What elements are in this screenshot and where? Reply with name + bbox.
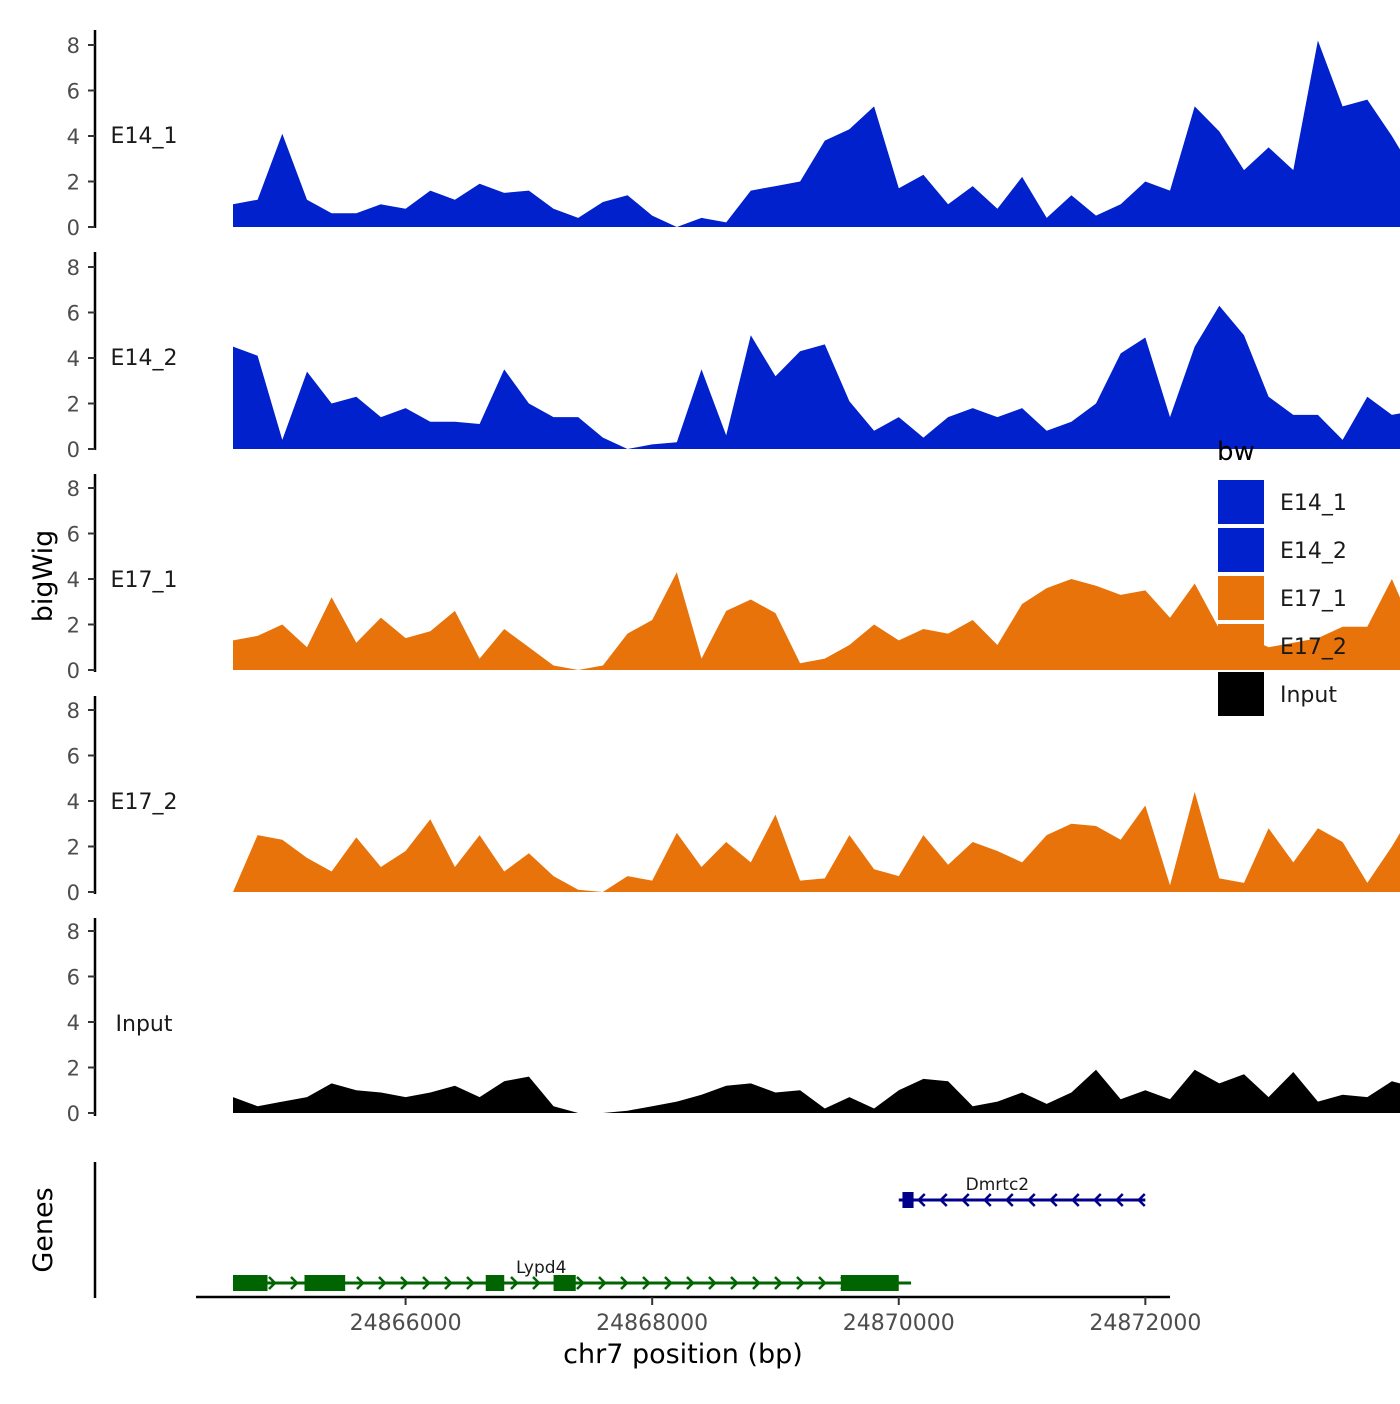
strand-arrow-icon [1026, 1193, 1036, 1207]
strand-arrow-icon [598, 1276, 607, 1290]
area-E17_1 [233, 572, 1400, 670]
legend-swatch-E14_1 [1218, 480, 1264, 524]
strand-arrow-icon [466, 1276, 475, 1290]
y-tick-label: 6 [67, 745, 80, 769]
y-tick-label: 8 [67, 256, 80, 280]
strand-arrow-icon [620, 1276, 629, 1290]
panel-label-E14_2: E14_2 [111, 346, 178, 371]
y-tick-label: 4 [67, 568, 80, 592]
panel-label-E17_2: E17_2 [111, 790, 178, 815]
strand-arrow-icon [444, 1276, 453, 1290]
strand-arrow-icon [422, 1276, 431, 1290]
x-tick-label: 24872000 [1089, 1311, 1201, 1336]
y-tick-label: 8 [67, 34, 80, 58]
strand-arrow-icon [686, 1276, 695, 1290]
gene-label-Lypd4: Lypd4 [516, 1258, 566, 1278]
y-tick-label: 6 [67, 80, 80, 104]
y-tick-label: 0 [67, 881, 80, 905]
x-tick-label: 24866000 [350, 1311, 462, 1336]
strand-arrow-icon [268, 1276, 277, 1290]
y-tick-label: 8 [67, 699, 80, 723]
area-Input [233, 1069, 1400, 1113]
legend-swatch-Input [1218, 672, 1264, 716]
y-tick-label: 0 [67, 1102, 80, 1126]
strand-arrow-icon [796, 1276, 805, 1290]
area-E14_1 [233, 40, 1400, 227]
y-tick-label: 0 [67, 438, 80, 462]
legend-label-Input: Input [1280, 683, 1337, 708]
strand-arrow-icon [1136, 1193, 1146, 1207]
legend-label-E14_2: E14_2 [1280, 539, 1347, 564]
exon-Lypd4 [840, 1275, 899, 1291]
strand-arrow-icon [400, 1276, 409, 1290]
strand-arrow-icon [730, 1276, 739, 1290]
strand-arrow-icon [960, 1193, 970, 1207]
y-tick-label: 2 [67, 393, 80, 417]
legend-label-E17_2: E17_2 [1280, 635, 1347, 660]
y-tick-label: 6 [67, 523, 80, 547]
strand-arrow-icon [818, 1276, 827, 1290]
panel-label-Input: Input [116, 1012, 173, 1037]
y-tick-label: 2 [67, 1057, 80, 1081]
strand-arrow-icon [708, 1276, 717, 1290]
gene-label-Dmrtc2: Dmrtc2 [966, 1175, 1029, 1195]
y-axis-title: bigWig [28, 530, 59, 623]
legend-title: bw [1217, 437, 1255, 467]
area-E17_2 [233, 791, 1400, 892]
panel-label-E14_1: E14_1 [111, 124, 178, 149]
strand-arrow-icon [1092, 1193, 1102, 1207]
legend-swatch-E17_1 [1218, 576, 1264, 620]
legend-swatch-E14_2 [1218, 528, 1264, 572]
strand-arrow-icon [356, 1276, 365, 1290]
strand-arrow-icon [752, 1276, 761, 1290]
strand-arrow-icon [774, 1276, 783, 1290]
area-E14_2 [233, 305, 1400, 449]
y-tick-label: 4 [67, 347, 80, 371]
exon-Lypd4 [232, 1275, 268, 1291]
x-tick-label: 24868000 [596, 1311, 708, 1336]
exon-Lypd4 [553, 1275, 576, 1291]
y-tick-label: 4 [67, 125, 80, 149]
y-tick-label: 2 [67, 171, 80, 195]
strand-arrow-icon [378, 1276, 387, 1290]
y-tick-label: 2 [67, 836, 80, 860]
strand-arrow-icon [982, 1193, 992, 1207]
y-tick-label: 6 [67, 966, 80, 990]
legend-label-E14_1: E14_1 [1280, 491, 1347, 516]
y-tick-label: 2 [67, 614, 80, 638]
strand-arrow-icon [576, 1276, 585, 1290]
strand-arrow-icon [664, 1276, 673, 1290]
strand-arrow-icon [1114, 1193, 1124, 1207]
panel-label-E17_1: E17_1 [111, 568, 178, 593]
exon-Dmrtc2 [902, 1192, 914, 1208]
y-tick-label: 4 [67, 1011, 80, 1035]
exon-Lypd4 [304, 1275, 346, 1291]
exon-Lypd4 [485, 1275, 505, 1291]
y-tick-label: 8 [67, 920, 80, 944]
y-tick-label: 0 [67, 216, 80, 240]
strand-arrow-icon [532, 1276, 541, 1290]
strand-arrow-icon [642, 1276, 651, 1290]
x-tick-label: 24870000 [843, 1311, 955, 1336]
y-tick-label: 8 [67, 477, 80, 501]
y-tick-label: 4 [67, 790, 80, 814]
strand-arrow-icon [510, 1276, 519, 1290]
strand-arrow-icon [1004, 1193, 1014, 1207]
strand-arrow-icon [1048, 1193, 1058, 1207]
strand-arrow-icon [916, 1193, 926, 1207]
strand-arrow-icon [1070, 1193, 1080, 1207]
y-tick-label: 0 [67, 659, 80, 683]
legend-swatch-E17_2 [1218, 624, 1264, 668]
strand-arrow-icon [290, 1276, 299, 1290]
strand-arrow-icon [938, 1193, 948, 1207]
genes-title: Genes [28, 1187, 59, 1272]
x-axis-title: chr7 position (bp) [563, 1339, 803, 1370]
legend-label-E17_1: E17_1 [1280, 587, 1347, 612]
y-tick-label: 6 [67, 302, 80, 326]
